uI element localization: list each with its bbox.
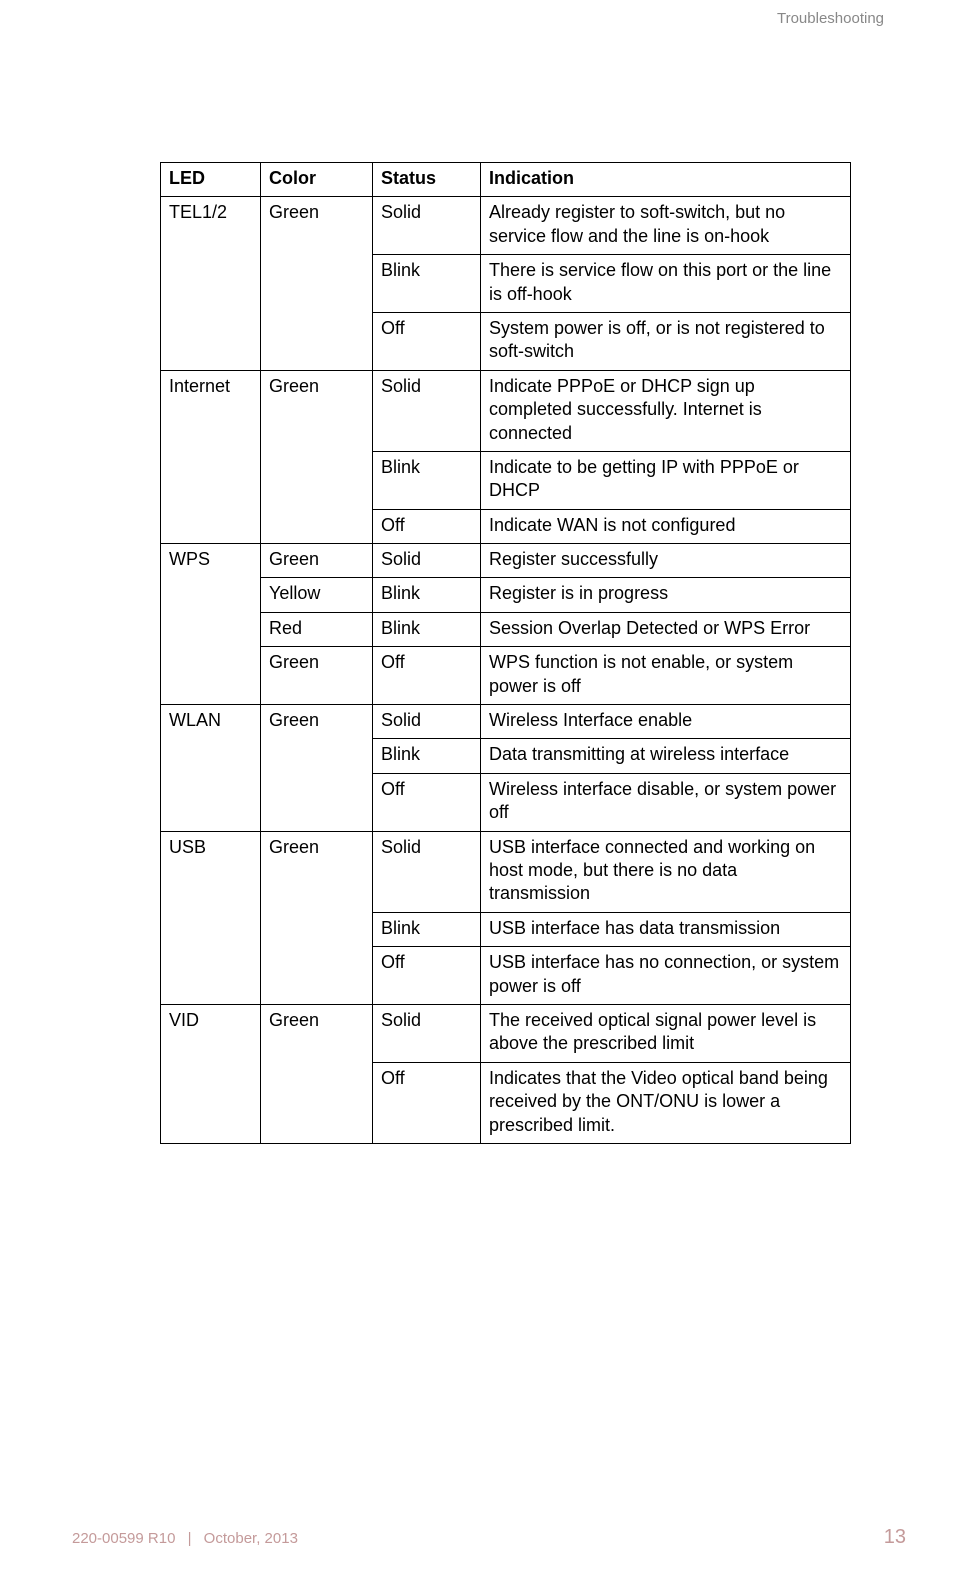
cell-status: Blink [373, 451, 481, 509]
table-row: WLAN Green Solid Wireless Interface enab… [161, 705, 851, 739]
cell-status: Solid [373, 370, 481, 451]
col-header-led: LED [161, 163, 261, 197]
cell-led: WLAN [161, 705, 261, 832]
table-row: USB Green Solid USB interface connected … [161, 831, 851, 912]
table-body: TEL1/2 Green Solid Already register to s… [161, 197, 851, 1144]
table-row: VID Green Solid The received optical sig… [161, 1004, 851, 1062]
cell-led: USB [161, 831, 261, 1004]
cell-color: Green [261, 544, 373, 578]
table-row: Red Blink Session Overlap Detected or WP… [161, 612, 851, 646]
cell-color: Green [261, 647, 373, 705]
cell-status: Solid [373, 831, 481, 912]
cell-status: Off [373, 947, 481, 1005]
cell-indication: Register successfully [481, 544, 851, 578]
table-row: TEL1/2 Green Solid Already register to s… [161, 197, 851, 255]
cell-indication: Session Overlap Detected or WPS Error [481, 612, 851, 646]
cell-color: Red [261, 612, 373, 646]
footer-left: 220-00599 R10 | October, 2013 [72, 1530, 298, 1547]
cell-status: Blink [373, 255, 481, 313]
cell-color: Yellow [261, 578, 373, 612]
led-table-container: LED Color Status Indication TEL1/2 Green… [160, 162, 850, 1144]
page-footer: 220-00599 R10 | October, 2013 13 [72, 1526, 906, 1549]
cell-status: Off [373, 773, 481, 831]
cell-status: Solid [373, 544, 481, 578]
cell-indication: Data transmitting at wireless interface [481, 739, 851, 773]
page: Troubleshooting LED Color Status Indicat… [0, 0, 978, 1579]
cell-color: Green [261, 831, 373, 1004]
cell-indication: System power is off, or is not registere… [481, 312, 851, 370]
cell-indication: Indicate to be getting IP with PPPoE or … [481, 451, 851, 509]
cell-color: Green [261, 370, 373, 543]
cell-status: Off [373, 312, 481, 370]
cell-indication: The received optical signal power level … [481, 1004, 851, 1062]
table-row: Internet Green Solid Indicate PPPoE or D… [161, 370, 851, 451]
cell-status: Blink [373, 739, 481, 773]
section-header: Troubleshooting [777, 10, 884, 27]
cell-status: Solid [373, 197, 481, 255]
cell-color: Green [261, 1004, 373, 1143]
led-table: LED Color Status Indication TEL1/2 Green… [160, 162, 851, 1144]
cell-status: Blink [373, 912, 481, 946]
col-header-color: Color [261, 163, 373, 197]
cell-indication: Indicate PPPoE or DHCP sign up completed… [481, 370, 851, 451]
cell-led: Internet [161, 370, 261, 543]
table-header-row: LED Color Status Indication [161, 163, 851, 197]
cell-status: Solid [373, 1004, 481, 1062]
footer-date: October, 2013 [204, 1530, 298, 1547]
table-row: Green Off WPS function is not enable, or… [161, 647, 851, 705]
cell-status: Off [373, 1062, 481, 1143]
cell-indication: WPS function is not enable, or system po… [481, 647, 851, 705]
cell-indication: Indicates that the Video optical band be… [481, 1062, 851, 1143]
col-header-indication: Indication [481, 163, 851, 197]
cell-led: WPS [161, 544, 261, 705]
cell-indication: Already register to soft-switch, but no … [481, 197, 851, 255]
cell-indication: Register is in progress [481, 578, 851, 612]
cell-led: TEL1/2 [161, 197, 261, 370]
table-row: Yellow Blink Register is in progress [161, 578, 851, 612]
cell-status: Blink [373, 612, 481, 646]
cell-indication: Indicate WAN is not configured [481, 509, 851, 543]
cell-color: Green [261, 197, 373, 370]
footer-doc-id: 220-00599 R10 [72, 1530, 175, 1547]
cell-color: Green [261, 705, 373, 832]
cell-indication: USB interface has data transmission [481, 912, 851, 946]
footer-page-number: 13 [884, 1526, 906, 1549]
col-header-status: Status [373, 163, 481, 197]
cell-indication: There is service flow on this port or th… [481, 255, 851, 313]
cell-indication: Wireless Interface enable [481, 705, 851, 739]
cell-status: Solid [373, 705, 481, 739]
cell-led: VID [161, 1004, 261, 1143]
table-row: WPS Green Solid Register successfully [161, 544, 851, 578]
cell-indication: Wireless interface disable, or system po… [481, 773, 851, 831]
cell-status: Blink [373, 578, 481, 612]
cell-indication: USB interface has no connection, or syst… [481, 947, 851, 1005]
cell-indication: USB interface connected and working on h… [481, 831, 851, 912]
cell-status: Off [373, 647, 481, 705]
cell-status: Off [373, 509, 481, 543]
footer-separator: | [188, 1530, 192, 1547]
